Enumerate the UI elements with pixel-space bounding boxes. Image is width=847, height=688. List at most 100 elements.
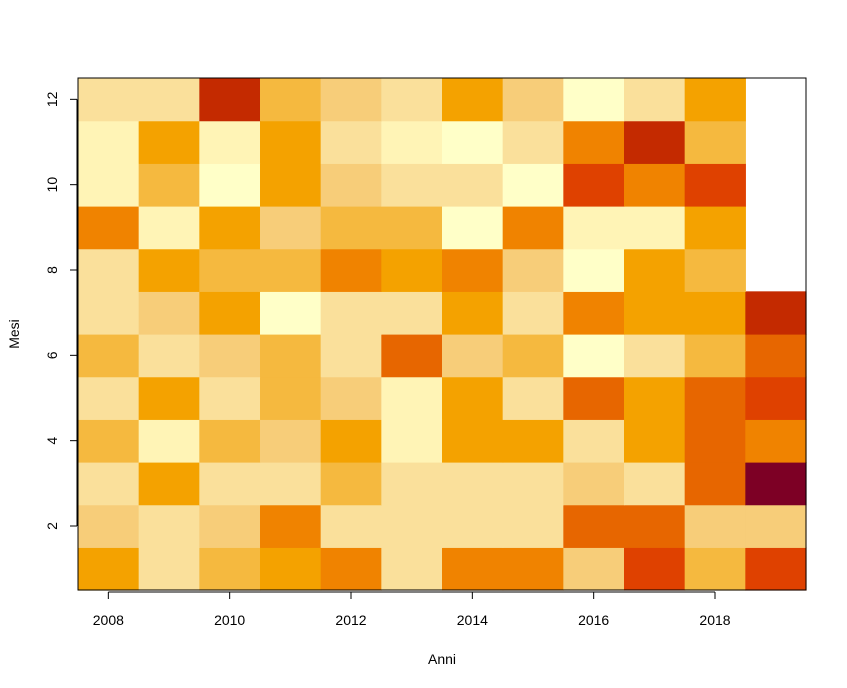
heatmap-cell	[684, 163, 746, 207]
heatmap-cell	[138, 163, 200, 207]
heatmap-cell	[381, 248, 443, 292]
heatmap-cell	[320, 419, 382, 463]
heatmap-cell	[78, 248, 140, 292]
heatmap-cell	[78, 120, 140, 164]
y-tick-label: 2	[44, 522, 60, 530]
heatmap-cell	[442, 547, 504, 591]
heatmap-cell	[684, 504, 746, 548]
heatmap-cell	[199, 547, 261, 591]
heatmap-cell	[138, 120, 200, 164]
heatmap-cell	[320, 504, 382, 548]
heatmap-cell	[260, 376, 322, 420]
heatmap-cell	[563, 163, 625, 207]
heatmap-cell	[138, 547, 200, 591]
x-axis: 2008 2010 2012 2014 2016 2018	[93, 591, 731, 628]
heatmap-cell	[78, 291, 140, 335]
heatmap-cell	[745, 504, 807, 548]
heatmap-cell	[563, 462, 625, 506]
heatmap-cell	[320, 376, 382, 420]
heatmap-cell	[381, 462, 443, 506]
heatmap-cell	[442, 291, 504, 335]
heatmap-cell	[199, 78, 261, 122]
heatmap-cell	[78, 206, 140, 250]
heatmap-cell	[320, 334, 382, 378]
heatmap-cell	[502, 120, 564, 164]
heatmap-cell	[563, 78, 625, 122]
heatmap-cell	[260, 120, 322, 164]
heatmap-cell	[624, 376, 686, 420]
heatmap-cell	[442, 334, 504, 378]
heatmap-cell	[563, 334, 625, 378]
y-tick-label: 10	[44, 177, 60, 193]
heatmap-cell	[624, 419, 686, 463]
heatmap-cell	[624, 504, 686, 548]
heatmap-cell	[260, 206, 322, 250]
heatmap-cell	[138, 419, 200, 463]
heatmap-cell	[78, 504, 140, 548]
heatmap-cell	[684, 291, 746, 335]
heatmap-cell	[745, 376, 807, 420]
heatmap-cell	[684, 462, 746, 506]
heatmap-cell	[442, 419, 504, 463]
heatmap-cell	[442, 163, 504, 207]
x-axis-title: Anni	[428, 651, 456, 667]
heatmap-cell	[684, 376, 746, 420]
heatmap-cell	[199, 419, 261, 463]
heatmap-cell	[502, 248, 564, 292]
heatmap-cell	[745, 291, 807, 335]
heatmap-cell	[138, 78, 200, 122]
heatmap-cell	[502, 334, 564, 378]
heatmap-cell	[442, 462, 504, 506]
heatmap-cell	[381, 206, 443, 250]
heatmap-cell	[502, 547, 564, 591]
heatmap-cell	[624, 78, 686, 122]
heatmap-cell	[320, 248, 382, 292]
heatmap-cell	[745, 419, 807, 463]
heatmap-cell	[260, 248, 322, 292]
heatmap-cell	[502, 163, 564, 207]
heatmap-cell	[381, 291, 443, 335]
heatmap-cell	[563, 547, 625, 591]
heatmap-cell	[320, 78, 382, 122]
heatmap-cell	[502, 78, 564, 122]
heatmap-cell	[563, 291, 625, 335]
heatmap-cell	[381, 419, 443, 463]
heatmap-cell	[381, 547, 443, 591]
heatmap-cell	[563, 504, 625, 548]
heatmap-cell	[624, 120, 686, 164]
x-tick-label: 2008	[93, 612, 124, 628]
heatmap-cell	[381, 120, 443, 164]
heatmap-cell	[381, 504, 443, 548]
y-tick-label: 6	[44, 351, 60, 359]
heatmap-cell	[684, 419, 746, 463]
heatmap-cell	[320, 462, 382, 506]
heatmap-cell	[138, 504, 200, 548]
heatmap-cell	[138, 248, 200, 292]
plot-frame	[77, 77, 807, 591]
x-tick-label: 2012	[335, 612, 366, 628]
heatmap-cell	[138, 462, 200, 506]
heatmap-cell	[199, 291, 261, 335]
heatmap-cell	[684, 547, 746, 591]
heatmap-cell	[78, 334, 140, 378]
heatmap-cell	[624, 163, 686, 207]
heatmap-cell	[502, 376, 564, 420]
heatmap-cell	[320, 163, 382, 207]
heatmap-cell	[624, 547, 686, 591]
heatmap-cell	[745, 462, 807, 506]
y-tick-label: 4	[44, 437, 60, 445]
x-tick-label: 2014	[457, 612, 488, 628]
y-tick-label: 12	[44, 91, 60, 107]
heatmap-cell	[260, 78, 322, 122]
heatmap-cell	[199, 376, 261, 420]
heatmap-cell	[320, 291, 382, 335]
heatmap-cell	[624, 462, 686, 506]
heatmap-cell	[684, 78, 746, 122]
heatmap-cell	[442, 248, 504, 292]
heatmap-cell	[502, 206, 564, 250]
heatmap-cell	[260, 462, 322, 506]
heatmap-cell	[624, 206, 686, 250]
heatmap-cell	[502, 504, 564, 548]
y-axis: 2 4 6 8 10 12	[44, 91, 78, 530]
